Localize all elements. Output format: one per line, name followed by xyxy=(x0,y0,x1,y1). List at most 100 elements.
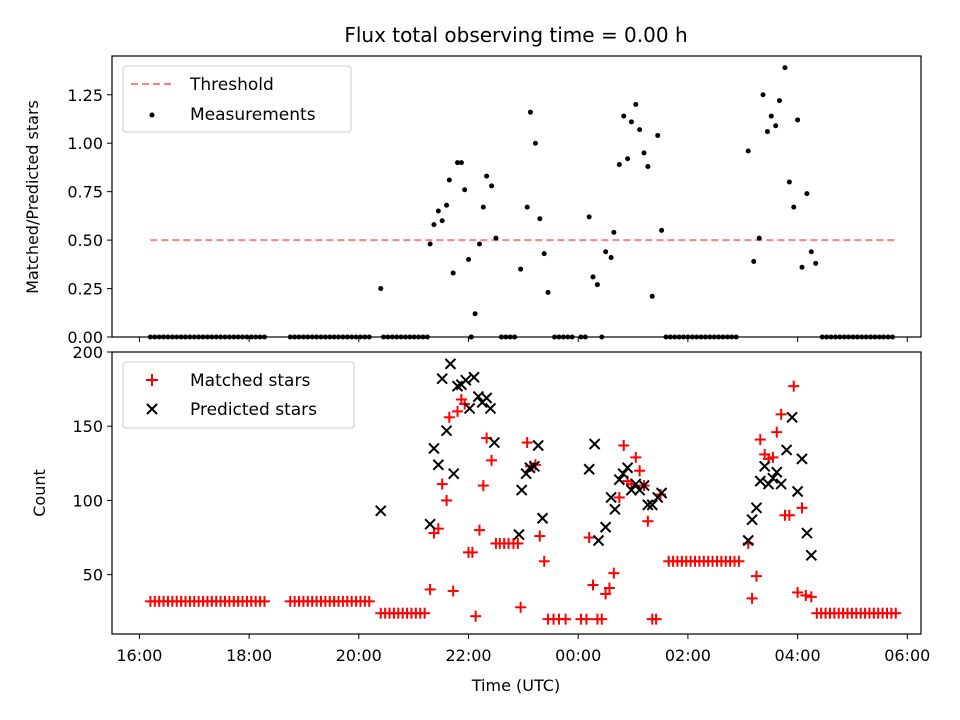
measurement-point xyxy=(625,156,631,162)
y-tick-label: 100 xyxy=(72,491,103,510)
ratio-data xyxy=(147,65,897,340)
predicted-star-point xyxy=(432,459,445,471)
y-tick-label: 200 xyxy=(72,343,103,362)
measurement-point xyxy=(799,264,805,270)
measurement-point xyxy=(450,270,456,276)
count-y-axis-label: Count xyxy=(30,469,49,517)
measurement-point xyxy=(768,113,774,119)
predicted-star-point xyxy=(528,460,541,472)
y-tick-label: 150 xyxy=(72,417,103,436)
matched-star-point xyxy=(452,405,464,417)
predicted-star-point xyxy=(468,371,480,383)
predicted-star-point xyxy=(428,442,440,455)
measurement-point xyxy=(480,204,486,210)
ratio-y-axis-label: Matched/Predicted stars xyxy=(23,100,42,294)
matched-star-point xyxy=(603,582,615,594)
count-plot-frame xyxy=(111,351,922,635)
predicted-star-point xyxy=(513,528,525,541)
matched-star-point xyxy=(521,437,533,449)
matched-star-point xyxy=(650,613,662,625)
matched-star-point xyxy=(486,454,498,466)
legend-matched-swatch xyxy=(146,374,158,386)
measurement-point xyxy=(782,65,788,71)
matched-star-point xyxy=(890,607,902,619)
predicted-star-point xyxy=(754,475,767,487)
matched-star-point xyxy=(538,555,550,567)
predicted-star-point xyxy=(775,478,787,490)
measurement-point xyxy=(493,235,499,241)
matched-star-point xyxy=(596,613,608,625)
measurement-point xyxy=(756,235,762,241)
measurement-point xyxy=(484,173,490,179)
count-legend: Matched stars Predicted stars xyxy=(122,361,355,429)
x-axis-label: Time (UTC) xyxy=(471,676,560,695)
legend-matched-label: Matched stars xyxy=(190,371,310,391)
x-tick-label: 00:00 xyxy=(555,646,601,665)
measurement-point xyxy=(527,109,533,115)
count-axes: 50 100 150 200 16:00 18:00 20:00 22:00 00:00 02:0… xyxy=(72,343,930,665)
matched-star-point xyxy=(258,595,270,607)
y-tick-label: 50 xyxy=(83,566,103,585)
predicted-star-point xyxy=(532,439,544,452)
measurement-point xyxy=(764,129,770,135)
predicted-star-point xyxy=(771,466,783,478)
matched-star-point xyxy=(447,585,459,597)
measurement-point xyxy=(545,289,551,295)
measurement-point xyxy=(659,227,665,233)
predicted-star-point xyxy=(801,527,813,539)
measurement-point xyxy=(455,160,461,166)
measurement-point xyxy=(621,113,627,119)
predicted-star-point xyxy=(536,512,549,524)
matched-star-point xyxy=(363,595,375,607)
predicted-star-point xyxy=(638,479,650,492)
predicted-star-point xyxy=(440,424,453,437)
measurement-point xyxy=(541,251,547,257)
predicted-star-point xyxy=(375,505,387,517)
matched-star-point xyxy=(792,586,804,598)
legend-predicted-swatch xyxy=(146,403,158,415)
measurement-point xyxy=(628,119,634,125)
predicted-star-point xyxy=(780,444,793,456)
predicted-star-point xyxy=(625,484,638,496)
predicted-star-point xyxy=(786,411,798,424)
predicted-star-point xyxy=(742,534,754,547)
measurement-point xyxy=(594,282,600,288)
predicted-star-point xyxy=(605,491,617,504)
count-data xyxy=(144,358,902,625)
measurement-point xyxy=(590,274,596,280)
predicted-star-point xyxy=(613,473,626,486)
x-tick-label: 18:00 xyxy=(226,646,272,665)
ratio-legend-box xyxy=(122,65,352,133)
measurement-point xyxy=(611,229,617,235)
predicted-star-point xyxy=(592,534,605,547)
matched-star-point xyxy=(796,502,808,514)
count-panel: 50 100 150 200 16:00 18:00 20:00 22:00 00:00 02:0… xyxy=(30,343,930,665)
measurement-point xyxy=(608,255,614,261)
x-tick-label: 02:00 xyxy=(665,646,711,665)
matched-star-point xyxy=(470,610,482,622)
measurement-point xyxy=(476,241,482,247)
predicted-star-point xyxy=(642,499,654,511)
matched-star-point xyxy=(466,546,478,558)
matched-star-point xyxy=(477,480,489,492)
predicted-star-point xyxy=(424,518,436,530)
y-tick-label: 0.75 xyxy=(67,183,103,202)
matched-star-point xyxy=(775,408,787,420)
x-tick-label: 04:00 xyxy=(775,646,821,665)
measurement-point xyxy=(446,177,452,183)
matched-star-point xyxy=(441,494,453,506)
matched-star-point xyxy=(618,440,630,452)
legend-measurements-label: Measurements xyxy=(190,105,316,125)
matched-star-point xyxy=(800,589,812,601)
measurement-point xyxy=(537,216,543,222)
measurement-point xyxy=(637,127,643,133)
predicted-star-point xyxy=(447,467,460,480)
measurement-point xyxy=(603,249,609,255)
matched-star-point xyxy=(746,592,758,604)
predicted-star-point xyxy=(599,521,612,533)
measurement-point xyxy=(616,162,622,168)
matched-star-point xyxy=(583,532,595,544)
y-tick-label: 0.00 xyxy=(67,328,103,347)
predicted-star-point xyxy=(484,402,497,415)
